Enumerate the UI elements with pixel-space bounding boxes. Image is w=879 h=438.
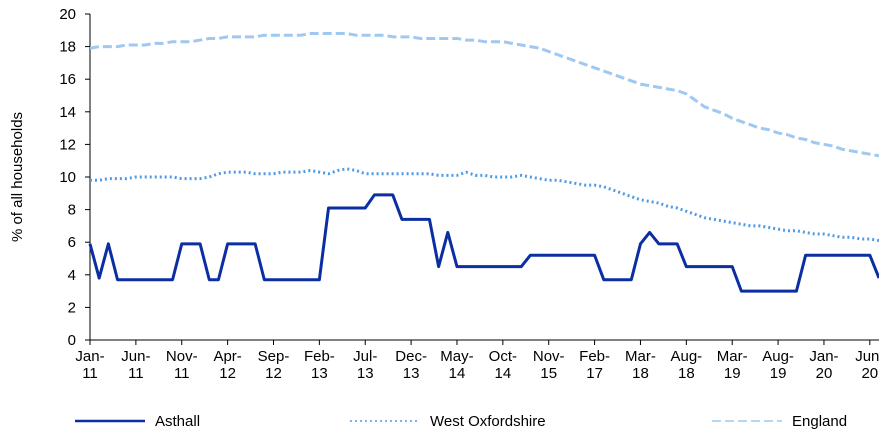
y-tick-label: 12: [59, 136, 76, 153]
y-tick-label: 20: [59, 6, 76, 23]
x-tick-label: Jun-20: [855, 348, 879, 382]
x-tick-label: Oct-14: [489, 348, 517, 382]
y-tick-label: 4: [68, 267, 76, 284]
x-tick-label: Nov-15: [533, 348, 565, 382]
x-tick-label: Aug-19: [762, 348, 794, 382]
legend-label: Asthall: [155, 413, 200, 430]
x-tick-label: May-14: [440, 348, 473, 382]
x-tick-label: Jul-13: [353, 348, 377, 382]
x-tick-label: Jan-11: [75, 348, 104, 382]
y-axis-label: % of all households: [9, 112, 26, 242]
x-tick-label: Mar-18: [625, 348, 656, 382]
series-line: [88, 193, 879, 293]
legend-label: West Oxfordshire: [430, 413, 546, 430]
y-tick-label: 8: [68, 202, 76, 219]
legend-label: England: [792, 413, 847, 430]
x-tick-label: Dec-13: [395, 348, 427, 382]
x-tick-label: Apr-12: [213, 348, 241, 382]
x-tick-label: Nov-11: [166, 348, 198, 382]
series-line: [90, 167, 879, 243]
y-tick-label: 16: [59, 71, 76, 88]
y-tick-label: 0: [68, 332, 76, 349]
x-tick-label: Jan-20: [809, 348, 838, 382]
x-tick-label: Jun-11: [121, 348, 150, 382]
x-tick-label: Feb-17: [579, 348, 610, 382]
x-tick-label: Sep-12: [258, 348, 290, 382]
x-tick-label: Feb-13: [304, 348, 335, 382]
x-tick-label: Aug-18: [670, 348, 702, 382]
y-tick-label: 10: [59, 169, 76, 186]
x-tick-label: Mar-19: [717, 348, 748, 382]
y-tick-label: 14: [59, 104, 76, 121]
y-tick-label: 2: [68, 299, 76, 316]
y-tick-label: 18: [59, 39, 76, 56]
series-line: [89, 32, 879, 158]
y-tick-label: 6: [68, 234, 76, 251]
